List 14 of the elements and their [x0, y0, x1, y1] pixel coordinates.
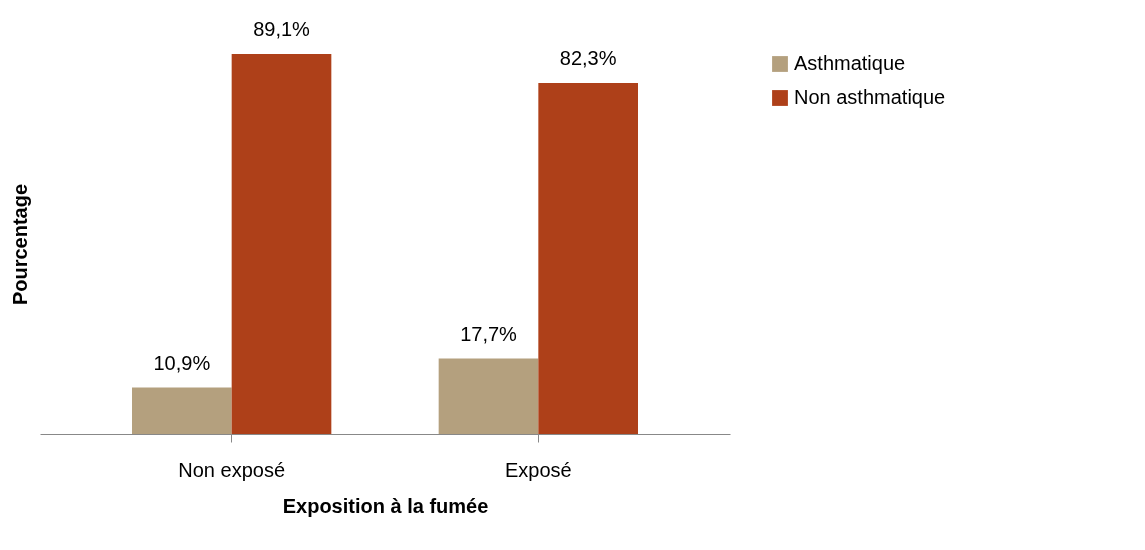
bar — [438, 358, 539, 434]
legend-label: Non asthmatique — [794, 86, 946, 108]
data-label: 89,1% — [253, 18, 311, 40]
x-tick-label: Non exposé — [178, 458, 286, 481]
x-axis-title: Exposition à la fumée — [282, 494, 489, 517]
x-tick-label: Exposé — [504, 458, 572, 481]
bar — [132, 387, 232, 434]
data-label: 17,7% — [460, 322, 518, 345]
data-label: 10,9% — [153, 351, 211, 374]
bar — [231, 54, 332, 434]
legend-label: Asthmatique — [794, 52, 906, 74]
bar — [538, 83, 638, 434]
y-axis-title: Pourcentage — [8, 183, 31, 306]
data-label: 82,3% — [559, 47, 617, 69]
